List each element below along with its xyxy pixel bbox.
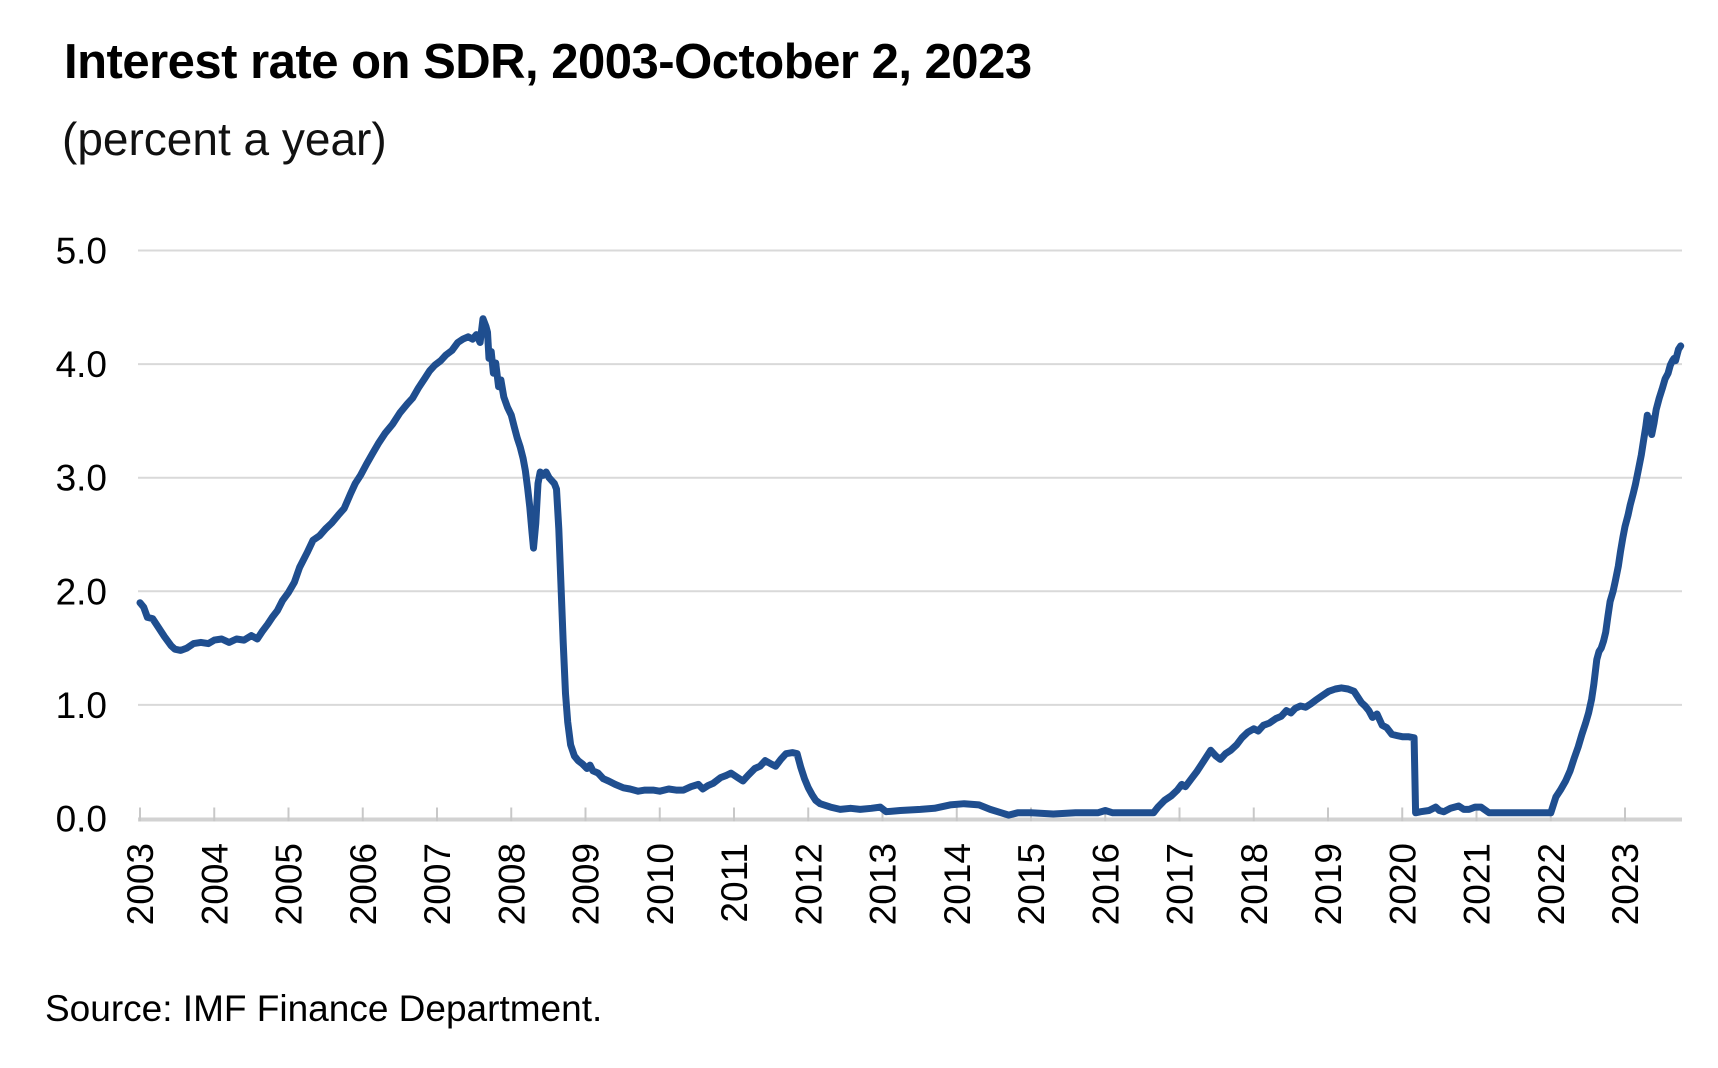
y-tick-label: 0.0 <box>56 799 107 840</box>
x-tick-label: 2006 <box>343 843 384 925</box>
x-tick-label: 2005 <box>269 843 310 925</box>
y-tick-label: 5.0 <box>56 231 107 272</box>
x-tick-label: 2022 <box>1531 843 1572 925</box>
chart-subtitle: (percent a year) <box>62 113 387 165</box>
x-tick-label: 2016 <box>1085 843 1126 925</box>
x-tick-label: 2009 <box>566 843 607 925</box>
x-tick-label: 2008 <box>491 843 532 925</box>
x-tick-label: 2003 <box>120 843 161 925</box>
x-tick-label: 2018 <box>1234 843 1275 925</box>
x-tick-label: 2020 <box>1382 843 1423 925</box>
x-tick-label: 2021 <box>1457 843 1498 925</box>
x-tick-label: 2011 <box>714 843 755 923</box>
source-note: Source: IMF Finance Department. <box>45 988 603 1029</box>
x-tick-label: 2019 <box>1308 843 1349 925</box>
x-tick-label: 2014 <box>937 843 978 925</box>
x-tick-label: 2017 <box>1160 843 1201 925</box>
x-tick-label: 2007 <box>417 843 458 925</box>
y-tick-label: 1.0 <box>56 685 107 726</box>
y-tick-label: 2.0 <box>56 571 107 612</box>
y-tick-label: 4.0 <box>56 344 107 385</box>
x-tick-label: 2015 <box>1011 843 1052 925</box>
x-tick-label: 2010 <box>640 843 681 925</box>
x-tick-label: 2023 <box>1605 843 1646 925</box>
rate-line <box>136 315 1685 819</box>
x-tick-label: 2012 <box>788 843 829 925</box>
x-tick-label: 2013 <box>863 843 904 925</box>
x-tick-label: 2004 <box>194 843 235 925</box>
chart-title: Interest rate on SDR, 2003-October 2, 20… <box>64 35 1032 89</box>
y-tick-label: 3.0 <box>56 458 107 499</box>
